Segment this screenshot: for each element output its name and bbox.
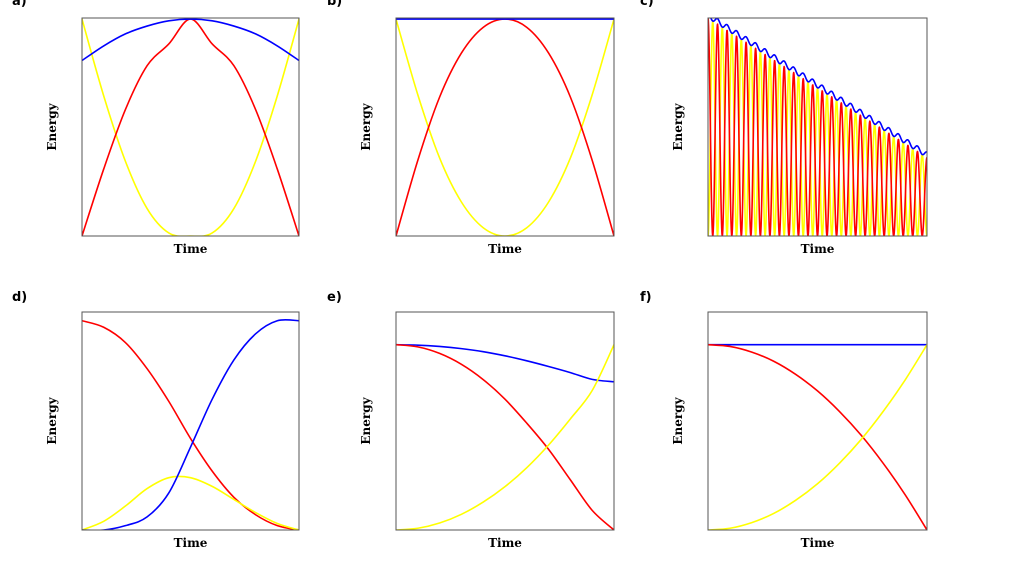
series-group: [708, 343, 927, 530]
x-axis-label: Time: [174, 536, 208, 550]
chart-panel-d: d) Time Energy: [12, 290, 300, 550]
series-line-3: [82, 18, 299, 62]
series-group: [396, 18, 614, 236]
series-line-2: [396, 343, 614, 530]
chart-panel-b: b) Time Energy: [327, 0, 615, 256]
series-line-3: [710, 18, 927, 156]
panel-label: d): [12, 290, 27, 305]
y-axis-label: Energy: [671, 396, 685, 444]
plot-frame: [395, 17, 615, 237]
series-line-2: [82, 475, 299, 530]
chart-panel-f: f) Time Energy: [640, 290, 928, 550]
y-axis-label: Energy: [359, 396, 373, 444]
plot-frame: [707, 311, 928, 531]
series-line-3: [396, 343, 614, 530]
y-axis-label: Energy: [45, 102, 59, 150]
series-line-3: [708, 343, 927, 530]
series-line-3: [82, 318, 299, 530]
series-line-1: [82, 319, 299, 530]
panel-label: a): [12, 0, 27, 9]
x-axis-label: Time: [488, 242, 522, 256]
series-line-1: [396, 343, 614, 383]
chart-panel-c: c) Time Energy: [640, 0, 928, 256]
series-group: [396, 343, 614, 530]
series-group: [82, 18, 299, 236]
y-axis-label: Energy: [359, 102, 373, 150]
x-axis-label: Time: [801, 242, 835, 256]
plot-frame: [81, 17, 300, 237]
series-line-2: [82, 18, 299, 236]
x-axis-label: Time: [801, 536, 835, 550]
series-line-1: [396, 18, 614, 236]
panel-label: e): [327, 290, 342, 305]
series-line-1: [82, 18, 299, 236]
series-line-2: [708, 343, 927, 530]
panel-label: b): [327, 0, 342, 9]
chart-panel-a: a) Time Energy: [12, 0, 300, 256]
series-group: [708, 18, 927, 236]
series-line-2: [396, 18, 614, 236]
y-axis-label: Energy: [671, 102, 685, 150]
x-axis-label: Time: [488, 536, 522, 550]
series-line-2: [708, 18, 927, 236]
x-axis-label: Time: [174, 242, 208, 256]
chart-panel-e: e) Time Energy: [327, 290, 615, 550]
panel-label: c): [640, 0, 654, 9]
panel-label: f): [640, 290, 652, 305]
series-group: [82, 318, 299, 530]
plot-frame: [81, 311, 300, 531]
y-axis-label: Energy: [45, 396, 59, 444]
plot-frame: [395, 311, 615, 531]
plot-frame: [707, 17, 928, 237]
